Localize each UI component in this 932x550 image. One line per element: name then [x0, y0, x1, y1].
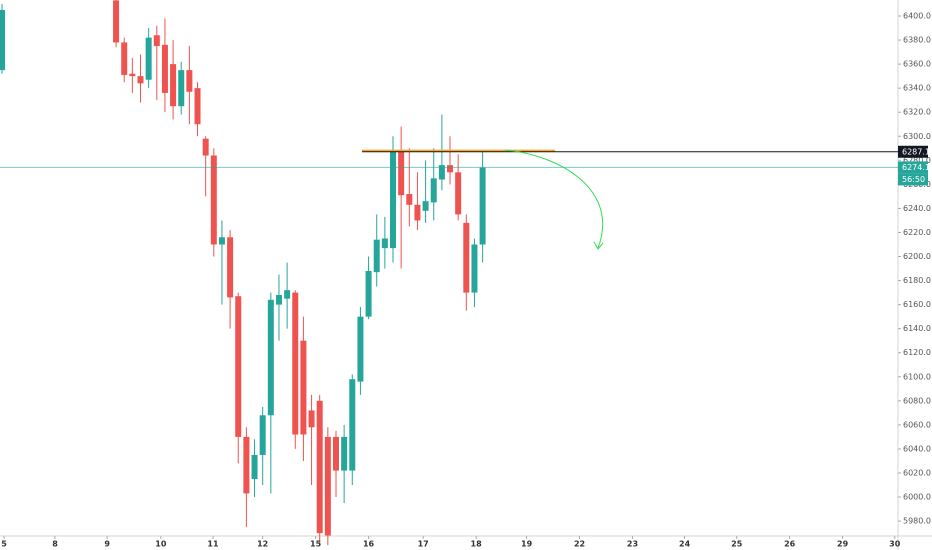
candle-body — [463, 222, 470, 293]
candle-body — [308, 410, 315, 428]
candle-body — [137, 76, 144, 84]
price-tag — [898, 145, 928, 158]
candle-body — [218, 237, 225, 245]
y-tick-label: 6400.0 — [903, 11, 931, 20]
y-tick-label: 6100.0 — [903, 372, 931, 381]
x-tick-label: 23 — [627, 540, 638, 549]
candle-body — [202, 138, 209, 156]
candle-body — [390, 150, 397, 249]
x-tick-label: 22 — [574, 540, 585, 549]
y-tick-label: 6320.0 — [903, 108, 931, 117]
y-tick-label: 6000.0 — [903, 493, 931, 502]
x-tick-label: 18 — [471, 540, 483, 549]
countdown-label: 56:50 — [902, 175, 925, 184]
x-tick-label: 16 — [363, 540, 375, 549]
x-tick-label: 15 — [310, 540, 322, 549]
candle-body — [455, 172, 462, 215]
y-tick-label: 6220.0 — [903, 228, 931, 237]
candle-body — [210, 155, 217, 245]
candle-body — [381, 238, 388, 249]
candle-body — [479, 167, 486, 245]
x-tick-label: 24 — [679, 540, 691, 549]
candle-body — [292, 292, 299, 435]
candle-body — [153, 35, 160, 47]
y-tick-label: 6080.0 — [903, 396, 931, 405]
x-tick-label: 5 — [1, 540, 7, 549]
candle-body — [316, 400, 323, 534]
y-tick-label: 6140.0 — [903, 324, 931, 333]
candle-body — [447, 165, 454, 173]
x-tick-label: 25 — [731, 540, 743, 549]
candle-body — [121, 42, 128, 75]
candle-body — [349, 379, 356, 471]
arrow-head — [593, 241, 604, 250]
candle-body — [243, 436, 250, 494]
price-tag-label: 6287.1 — [902, 147, 930, 156]
x-tick-label: 11 — [207, 540, 219, 549]
axes: 5980.0 6000.0 6020.0 6040.0 6060.0 6080.0 6100… — [1, 11, 931, 548]
candle-body — [341, 436, 348, 471]
candle-body — [332, 436, 339, 471]
y-tick-label: 6120.0 — [903, 348, 931, 357]
candle-body — [471, 244, 478, 293]
candle-body — [300, 340, 307, 435]
candle-body — [259, 415, 266, 455]
x-tick-label: 26 — [784, 540, 796, 549]
y-tick-label: 6160.0 — [903, 300, 931, 309]
plot-area — [0, 0, 898, 546]
y-tick-label: 6300.0 — [903, 132, 931, 141]
price-tag — [898, 161, 928, 174]
y-tick-label: 6200.0 — [903, 252, 931, 261]
candle-body — [373, 239, 380, 273]
y-tick-label: 6040.0 — [903, 444, 931, 453]
x-tick-label: 29 — [837, 540, 849, 549]
candle-body — [186, 70, 193, 92]
y-tick-label: 6060.0 — [903, 420, 931, 429]
candle-body — [194, 88, 201, 125]
candle-body — [430, 178, 437, 203]
x-tick-label: 8 — [52, 540, 58, 549]
candle-body — [0, 9, 6, 71]
y-tick-label: 6180.0 — [903, 276, 931, 285]
candle-body — [129, 73, 136, 77]
x-tick-label: 30 — [889, 540, 901, 549]
y-tick-label: 6360.0 — [903, 60, 931, 69]
candle-body — [113, 0, 120, 43]
candle-body — [251, 454, 258, 479]
y-tick-label: 6340.0 — [903, 84, 931, 93]
x-tick-label: 10 — [155, 540, 167, 549]
x-tick-label: 19 — [521, 540, 533, 549]
candle-body — [324, 436, 331, 536]
candle-body — [438, 165, 445, 180]
candle-body — [284, 290, 291, 299]
y-tick-label: 6020.0 — [903, 468, 931, 477]
candle-body — [145, 37, 152, 80]
candle-body — [170, 64, 177, 107]
price-tag-label: 6274.1 — [902, 163, 930, 172]
candle-body — [406, 193, 413, 205]
y-tick-label: 6240.0 — [903, 204, 931, 213]
candle-body — [365, 270, 372, 317]
x-tick-label: 17 — [418, 540, 429, 549]
candle-body — [414, 204, 421, 221]
countdown-tag — [898, 173, 928, 186]
candle-body — [227, 237, 234, 298]
candle-body — [235, 296, 242, 437]
x-tick-label: 12 — [257, 540, 268, 549]
y-tick-label: 6380.0 — [903, 36, 931, 45]
candle-body — [267, 299, 274, 416]
candle-body — [275, 294, 282, 305]
x-tick-label: 9 — [104, 540, 110, 549]
candle-body — [161, 44, 168, 93]
y-tick-label: 5980.0 — [903, 517, 931, 526]
candle-body — [178, 70, 185, 107]
arrow-curve — [504, 149, 604, 249]
candle-body — [422, 201, 429, 211]
candle-body — [357, 316, 364, 382]
y-tick-label: 6280.0 — [903, 156, 931, 165]
candle-body — [398, 150, 405, 196]
